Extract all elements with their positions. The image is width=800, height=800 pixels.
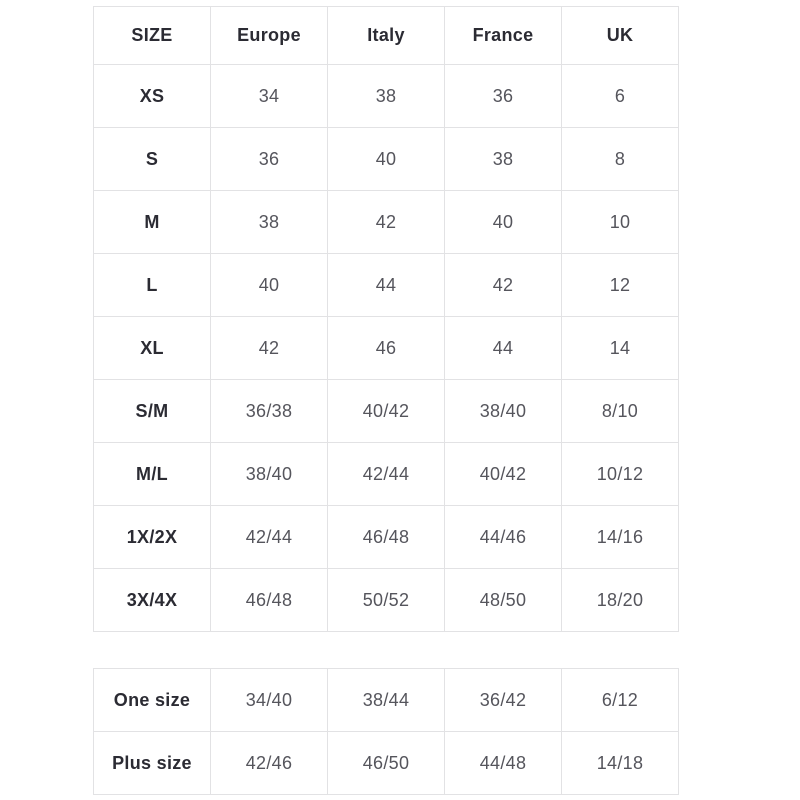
header-row: SIZE Europe Italy France UK [93, 6, 679, 65]
value-cell: 8 [561, 127, 679, 191]
table-row-l: L 40 44 42 12 [93, 253, 679, 317]
column-header-france: France [444, 6, 562, 65]
value-cell: 44 [444, 316, 562, 380]
value-cell: 36/42 [444, 668, 562, 732]
value-cell: 48/50 [444, 568, 562, 632]
value-cell: 6/12 [561, 668, 679, 732]
column-header-italy: Italy [327, 6, 445, 65]
value-cell: 14 [561, 316, 679, 380]
column-header-uk: UK [561, 6, 679, 65]
value-cell: 44/46 [444, 505, 562, 569]
value-cell: 50/52 [327, 568, 445, 632]
value-cell: 46 [327, 316, 445, 380]
value-cell: 8/10 [561, 379, 679, 443]
standard-size-table: SIZE Europe Italy France UK XS 34 38 36 … [93, 6, 679, 632]
value-cell: 46/48 [327, 505, 445, 569]
column-header-europe: Europe [210, 6, 328, 65]
size-cell: XL [93, 316, 211, 380]
value-cell: 36 [210, 127, 328, 191]
table-row-m: M 38 42 40 10 [93, 190, 679, 254]
value-cell: 40/42 [444, 442, 562, 506]
value-cell: 36 [444, 64, 562, 128]
size-cell: 3X/4X [93, 568, 211, 632]
special-size-table: One size 34/40 38/44 36/42 6/12 Plus siz… [93, 668, 679, 795]
value-cell: 34/40 [210, 668, 328, 732]
value-cell: 42/44 [210, 505, 328, 569]
table-row-s: S 36 40 38 8 [93, 127, 679, 191]
size-cell: One size [93, 668, 211, 732]
value-cell: 14/16 [561, 505, 679, 569]
table-row-m-l: M/L 38/40 42/44 40/42 10/12 [93, 442, 679, 506]
value-cell: 10 [561, 190, 679, 254]
table-row-s-m: S/M 36/38 40/42 38/40 8/10 [93, 379, 679, 443]
value-cell: 42 [327, 190, 445, 254]
table-row-one-size: One size 34/40 38/44 36/42 6/12 [93, 668, 679, 732]
table-row-1x-2x: 1X/2X 42/44 46/48 44/46 14/16 [93, 505, 679, 569]
value-cell: 46/50 [327, 731, 445, 795]
value-cell: 40 [444, 190, 562, 254]
size-cell: S/M [93, 379, 211, 443]
size-cell: M/L [93, 442, 211, 506]
value-cell: 38 [444, 127, 562, 191]
value-cell: 42/46 [210, 731, 328, 795]
value-cell: 6 [561, 64, 679, 128]
value-cell: 44/48 [444, 731, 562, 795]
value-cell: 38 [327, 64, 445, 128]
value-cell: 42 [444, 253, 562, 317]
value-cell: 36/38 [210, 379, 328, 443]
value-cell: 14/18 [561, 731, 679, 795]
size-cell: Plus size [93, 731, 211, 795]
value-cell: 38/44 [327, 668, 445, 732]
table-row-plus-size: Plus size 42/46 46/50 44/48 14/18 [93, 731, 679, 795]
size-cell: L [93, 253, 211, 317]
size-cell: 1X/2X [93, 505, 211, 569]
value-cell: 40/42 [327, 379, 445, 443]
size-cell: S [93, 127, 211, 191]
size-cell: M [93, 190, 211, 254]
value-cell: 12 [561, 253, 679, 317]
value-cell: 42 [210, 316, 328, 380]
value-cell: 40 [327, 127, 445, 191]
value-cell: 38/40 [444, 379, 562, 443]
table-row-3x-4x: 3X/4X 46/48 50/52 48/50 18/20 [93, 568, 679, 632]
value-cell: 38 [210, 190, 328, 254]
column-header-size: SIZE [93, 6, 211, 65]
value-cell: 18/20 [561, 568, 679, 632]
value-cell: 40 [210, 253, 328, 317]
value-cell: 10/12 [561, 442, 679, 506]
value-cell: 38/40 [210, 442, 328, 506]
table-row-xs: XS 34 38 36 6 [93, 64, 679, 128]
value-cell: 34 [210, 64, 328, 128]
tables-container: SIZE Europe Italy France UK XS 34 38 36 … [93, 6, 679, 795]
value-cell: 46/48 [210, 568, 328, 632]
value-cell: 44 [327, 253, 445, 317]
table-row-xl: XL 42 46 44 14 [93, 316, 679, 380]
size-cell: XS [93, 64, 211, 128]
value-cell: 42/44 [327, 442, 445, 506]
